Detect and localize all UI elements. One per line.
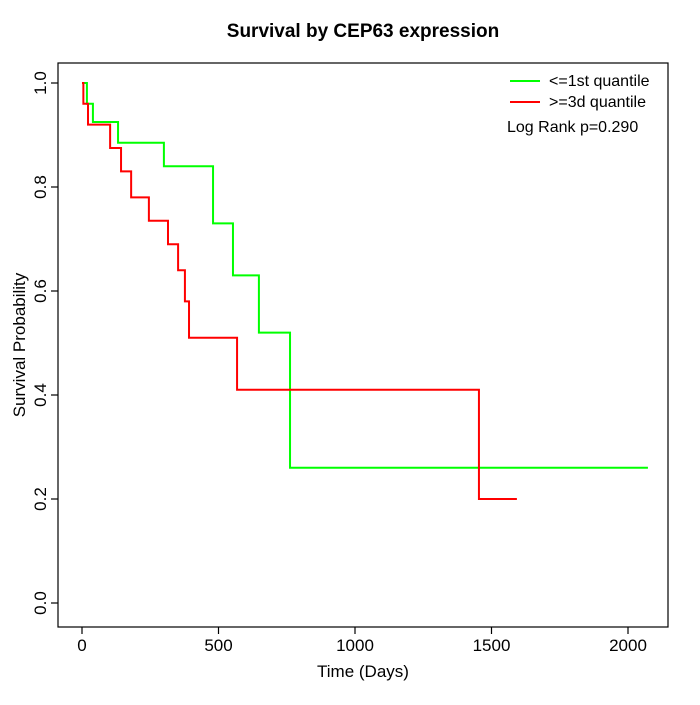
y-axis-tick-label: 1.0 xyxy=(31,71,50,95)
chart-title: Survival by CEP63 expression xyxy=(227,21,499,42)
x-axis-tick-label: 500 xyxy=(204,636,232,655)
y-axis-tick-label: 0.8 xyxy=(31,175,50,199)
log-rank-pvalue: Log Rank p=0.290 xyxy=(507,119,638,136)
y-axis-tick-label: 0.2 xyxy=(31,487,50,511)
x-axis-tick-label: 0 xyxy=(77,636,86,655)
x-axis-tick-label: 1000 xyxy=(336,636,374,655)
y-axis-label: Survival Probability xyxy=(10,272,29,417)
x-axis-ticks: 0 500 1000 1500 2000 xyxy=(77,627,647,655)
survival-curves xyxy=(82,82,648,500)
legend-label-first-quantile: <=1st quantile xyxy=(549,73,650,90)
x-axis-tick-label: 1500 xyxy=(473,636,511,655)
y-axis-tick-label: 0.0 xyxy=(31,591,50,615)
survival-curve-green xyxy=(82,82,648,469)
x-axis-tick-label: 2000 xyxy=(609,636,647,655)
legend-label-third-quantile: >=3d quantile xyxy=(549,94,646,111)
legend: <=1st quantile >=3d quantile Log Rank p=… xyxy=(507,73,650,136)
x-axis-label: Time (Days) xyxy=(317,662,409,681)
y-axis-ticks: 0.0 0.2 0.4 0.6 0.8 1.0 xyxy=(31,71,58,615)
survival-curve-red xyxy=(82,82,517,500)
y-axis-tick-label: 0.6 xyxy=(31,279,50,303)
y-axis-tick-label: 0.4 xyxy=(31,383,50,407)
plot-frame xyxy=(57,62,669,628)
